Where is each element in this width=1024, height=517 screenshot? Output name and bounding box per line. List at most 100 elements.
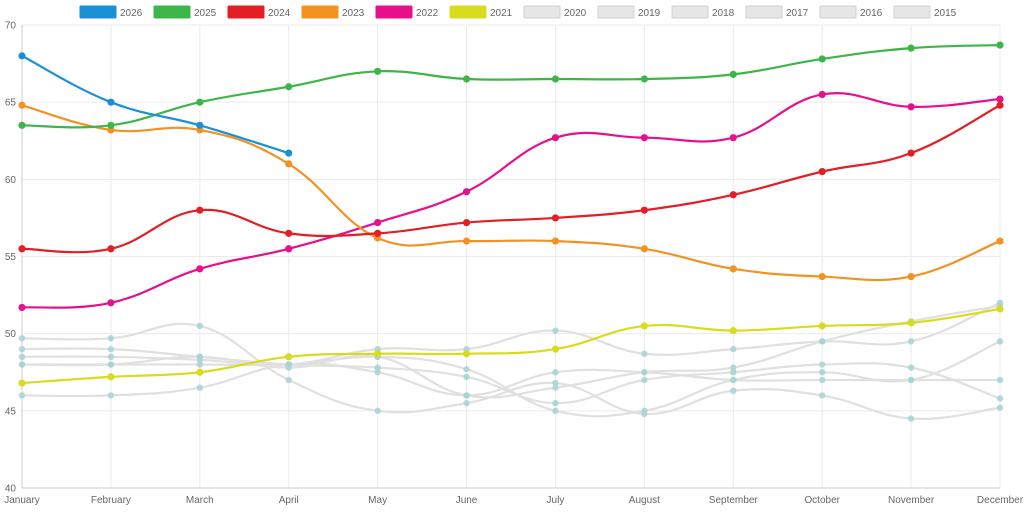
legend-item-2017[interactable]: 2017: [745, 5, 809, 19]
legend-item-2015[interactable]: 2015: [893, 5, 957, 19]
x-tick-label: July: [547, 495, 565, 506]
data-point-2020: [818, 338, 826, 345]
data-point-2022: [18, 303, 26, 312]
data-point-2016: [996, 404, 1004, 411]
data-point-2021: [818, 322, 826, 330]
legend-label: 2021: [490, 8, 513, 19]
legend-item-2026[interactable]: 2026: [79, 5, 143, 19]
data-point-2021: [196, 368, 204, 376]
data-point-2025: [996, 41, 1004, 49]
data-point-2024: [551, 214, 560, 222]
legend-item-2024[interactable]: 2024: [227, 5, 291, 19]
data-point-2021: [640, 322, 648, 330]
data-point-2016: [641, 410, 648, 418]
data-point-2015: [996, 338, 1004, 345]
data-point-2023: [996, 237, 1004, 245]
data-point-2019: [107, 353, 115, 361]
x-tick-label: September: [709, 495, 759, 506]
data-point-2021: [729, 326, 737, 335]
data-point-2023: [18, 101, 26, 109]
data-point-2024: [107, 245, 115, 253]
legend-swatch: [79, 5, 117, 19]
series-line-2026: [20, 54, 290, 155]
series-markers: [18, 41, 1004, 422]
data-point-2015: [818, 369, 826, 376]
legend-item-2018[interactable]: 2018: [671, 5, 735, 19]
series-line-2017: [20, 362, 1002, 398]
legend-label: 2015: [934, 8, 957, 19]
data-point-2024: [818, 168, 826, 176]
data-point-2022: [996, 95, 1004, 103]
legend-label: 2017: [786, 8, 809, 19]
legend-swatch: [301, 5, 339, 19]
data-point-2018: [463, 373, 470, 381]
data-point-2016: [730, 387, 737, 394]
data-point-2016: [285, 376, 292, 384]
data-point-2023: [640, 245, 648, 253]
x-tick-label: April: [279, 495, 299, 506]
data-point-2018: [996, 395, 1004, 402]
legend-swatch: [153, 5, 191, 19]
data-point-2018: [730, 369, 737, 376]
data-point-2016: [907, 415, 915, 422]
data-point-2020: [463, 392, 470, 399]
data-point-2025: [907, 44, 915, 52]
data-point-2019: [18, 353, 26, 361]
data-point-2024: [462, 218, 471, 227]
legend-label: 2016: [860, 8, 883, 19]
data-point-2021: [107, 373, 115, 381]
data-point-2024: [729, 191, 737, 199]
legend: 2026 2025 2024 2023 2022 2021 2020 2019 2018 2017…: [79, 5, 957, 19]
data-point-2017: [730, 376, 737, 384]
legend-item-2025[interactable]: 2025: [153, 5, 217, 19]
data-point-2016: [463, 399, 470, 407]
legend-label: 2018: [712, 8, 735, 19]
data-point-2022: [907, 103, 915, 111]
series-line-2025: [20, 43, 1002, 129]
legend-swatch: [597, 5, 635, 19]
data-point-2020: [552, 384, 559, 391]
data-point-2015: [552, 407, 559, 415]
legend-swatch: [523, 5, 561, 19]
data-point-2018: [107, 345, 115, 353]
legend-item-2020[interactable]: 2020: [523, 5, 587, 19]
data-point-2021: [285, 353, 293, 361]
legend-label: 2024: [268, 8, 291, 19]
data-point-2026: [285, 149, 293, 157]
y-tick-label: 55: [5, 252, 17, 263]
data-point-2015: [463, 365, 470, 373]
data-point-2026: [196, 121, 204, 129]
legend-item-2023[interactable]: 2023: [301, 5, 365, 19]
legend-item-2021[interactable]: 2021: [449, 5, 513, 19]
data-point-2017: [552, 369, 559, 376]
data-point-2024: [907, 149, 915, 157]
x-tick-label: November: [888, 495, 935, 506]
data-point-2016: [196, 322, 204, 330]
data-point-2023: [818, 272, 826, 281]
legend-swatch: [745, 5, 783, 19]
legend-item-2022[interactable]: 2022: [375, 5, 439, 19]
series-line-2019: [20, 301, 1002, 367]
data-point-2021: [996, 305, 1004, 313]
x-tick-label: June: [456, 495, 478, 506]
x-tick-label: May: [368, 495, 387, 506]
data-point-2019: [730, 345, 737, 353]
y-tick-label: 50: [5, 329, 17, 340]
data-point-2024: [285, 229, 293, 237]
series-line-2024: [20, 104, 1002, 254]
y-tick-label: 60: [5, 175, 17, 186]
data-point-2018: [552, 399, 559, 407]
data-point-2023: [907, 272, 915, 281]
data-point-2023: [729, 265, 737, 273]
data-point-2020: [18, 361, 26, 368]
data-point-2022: [285, 245, 293, 253]
data-point-2022: [640, 134, 648, 142]
legend-item-2019[interactable]: 2019: [597, 5, 661, 19]
y-tick-label: 70: [5, 21, 17, 32]
legend-item-2016[interactable]: 2016: [819, 5, 883, 19]
data-point-2024: [640, 206, 648, 214]
y-tick-label: 40: [5, 484, 17, 495]
data-point-2019: [552, 327, 559, 334]
data-point-2024: [374, 229, 382, 237]
data-point-2023: [285, 160, 293, 168]
